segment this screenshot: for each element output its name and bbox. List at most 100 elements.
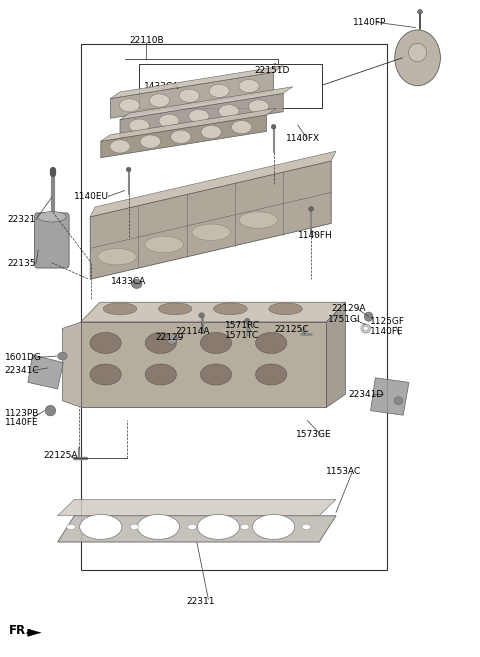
Ellipse shape <box>256 364 287 385</box>
Text: 1140FH: 1140FH <box>298 231 332 240</box>
Text: 22114A: 22114A <box>175 327 210 336</box>
Ellipse shape <box>271 124 276 129</box>
Text: 22135: 22135 <box>7 259 36 268</box>
Ellipse shape <box>90 364 121 385</box>
Text: 1571TC: 1571TC <box>225 330 259 340</box>
Polygon shape <box>58 499 336 516</box>
Ellipse shape <box>201 125 221 139</box>
Ellipse shape <box>245 318 250 323</box>
Ellipse shape <box>140 135 160 148</box>
Ellipse shape <box>364 312 373 321</box>
Ellipse shape <box>209 84 229 97</box>
Ellipse shape <box>231 120 252 133</box>
Ellipse shape <box>37 212 66 222</box>
Polygon shape <box>58 516 336 542</box>
Ellipse shape <box>199 313 204 318</box>
Text: 1140FE: 1140FE <box>5 418 38 427</box>
Ellipse shape <box>239 79 259 93</box>
Polygon shape <box>27 629 42 637</box>
Ellipse shape <box>363 326 368 331</box>
Text: 1125GF: 1125GF <box>370 317 405 327</box>
Ellipse shape <box>188 524 196 530</box>
Polygon shape <box>101 115 266 158</box>
Text: 22129: 22129 <box>155 332 183 342</box>
Text: 1140FE: 1140FE <box>370 327 403 336</box>
Ellipse shape <box>192 224 230 240</box>
Polygon shape <box>110 66 283 99</box>
Text: 22321: 22321 <box>7 215 36 224</box>
Text: 1140FX: 1140FX <box>286 134 320 143</box>
Ellipse shape <box>145 237 183 253</box>
Ellipse shape <box>145 332 177 353</box>
Bar <box>81 44 387 570</box>
Ellipse shape <box>394 397 403 405</box>
Ellipse shape <box>179 89 199 102</box>
Ellipse shape <box>256 332 287 353</box>
Ellipse shape <box>418 9 422 14</box>
Ellipse shape <box>189 110 209 123</box>
Ellipse shape <box>80 514 122 539</box>
Ellipse shape <box>167 334 177 344</box>
Text: 1140EU: 1140EU <box>74 192 109 201</box>
Ellipse shape <box>58 352 67 360</box>
Text: 22151D: 22151D <box>254 66 290 75</box>
Ellipse shape <box>130 524 139 530</box>
Ellipse shape <box>110 140 130 153</box>
Polygon shape <box>120 93 283 138</box>
Text: 22110B: 22110B <box>129 36 164 45</box>
FancyBboxPatch shape <box>35 213 69 268</box>
Ellipse shape <box>120 99 140 112</box>
Ellipse shape <box>395 30 441 86</box>
Ellipse shape <box>408 43 427 62</box>
Ellipse shape <box>132 279 142 288</box>
Text: 1153AC: 1153AC <box>326 467 361 476</box>
Ellipse shape <box>158 303 192 315</box>
Polygon shape <box>81 302 346 322</box>
Ellipse shape <box>309 206 313 212</box>
Ellipse shape <box>201 332 231 353</box>
Bar <box>139 64 322 108</box>
Polygon shape <box>101 108 276 141</box>
Polygon shape <box>326 302 346 407</box>
Polygon shape <box>90 151 336 217</box>
Text: 1123PB: 1123PB <box>5 409 39 419</box>
Ellipse shape <box>67 524 75 530</box>
Ellipse shape <box>214 303 247 315</box>
Ellipse shape <box>159 114 179 127</box>
Ellipse shape <box>201 364 231 385</box>
Text: 22125C: 22125C <box>274 325 309 334</box>
Polygon shape <box>110 72 274 118</box>
Ellipse shape <box>302 524 311 530</box>
Text: 22125A: 22125A <box>43 451 78 461</box>
Text: 1433CA: 1433CA <box>111 277 146 286</box>
Text: 1573GE: 1573GE <box>296 430 332 439</box>
Ellipse shape <box>137 514 180 539</box>
Text: 22341D: 22341D <box>348 390 383 399</box>
Ellipse shape <box>197 514 240 539</box>
Polygon shape <box>62 322 82 407</box>
Text: 1601DG: 1601DG <box>5 353 42 362</box>
Ellipse shape <box>252 514 295 539</box>
Text: 22311: 22311 <box>186 597 215 606</box>
Ellipse shape <box>219 104 239 118</box>
Text: 22341C: 22341C <box>5 366 39 375</box>
Text: 1433CA: 1433CA <box>144 81 179 91</box>
Polygon shape <box>90 161 331 279</box>
Polygon shape <box>120 87 293 120</box>
Ellipse shape <box>149 94 169 107</box>
Polygon shape <box>81 322 326 407</box>
Ellipse shape <box>129 119 149 132</box>
Ellipse shape <box>90 332 121 353</box>
Ellipse shape <box>361 324 371 333</box>
Text: 22129A: 22129A <box>331 304 366 313</box>
Text: 1140FP: 1140FP <box>353 18 386 27</box>
Polygon shape <box>371 378 409 415</box>
Ellipse shape <box>240 524 249 530</box>
Ellipse shape <box>239 212 277 228</box>
Ellipse shape <box>126 168 131 172</box>
Polygon shape <box>28 355 63 389</box>
Ellipse shape <box>145 364 177 385</box>
Ellipse shape <box>249 100 269 113</box>
Ellipse shape <box>98 248 136 265</box>
Ellipse shape <box>45 405 56 416</box>
